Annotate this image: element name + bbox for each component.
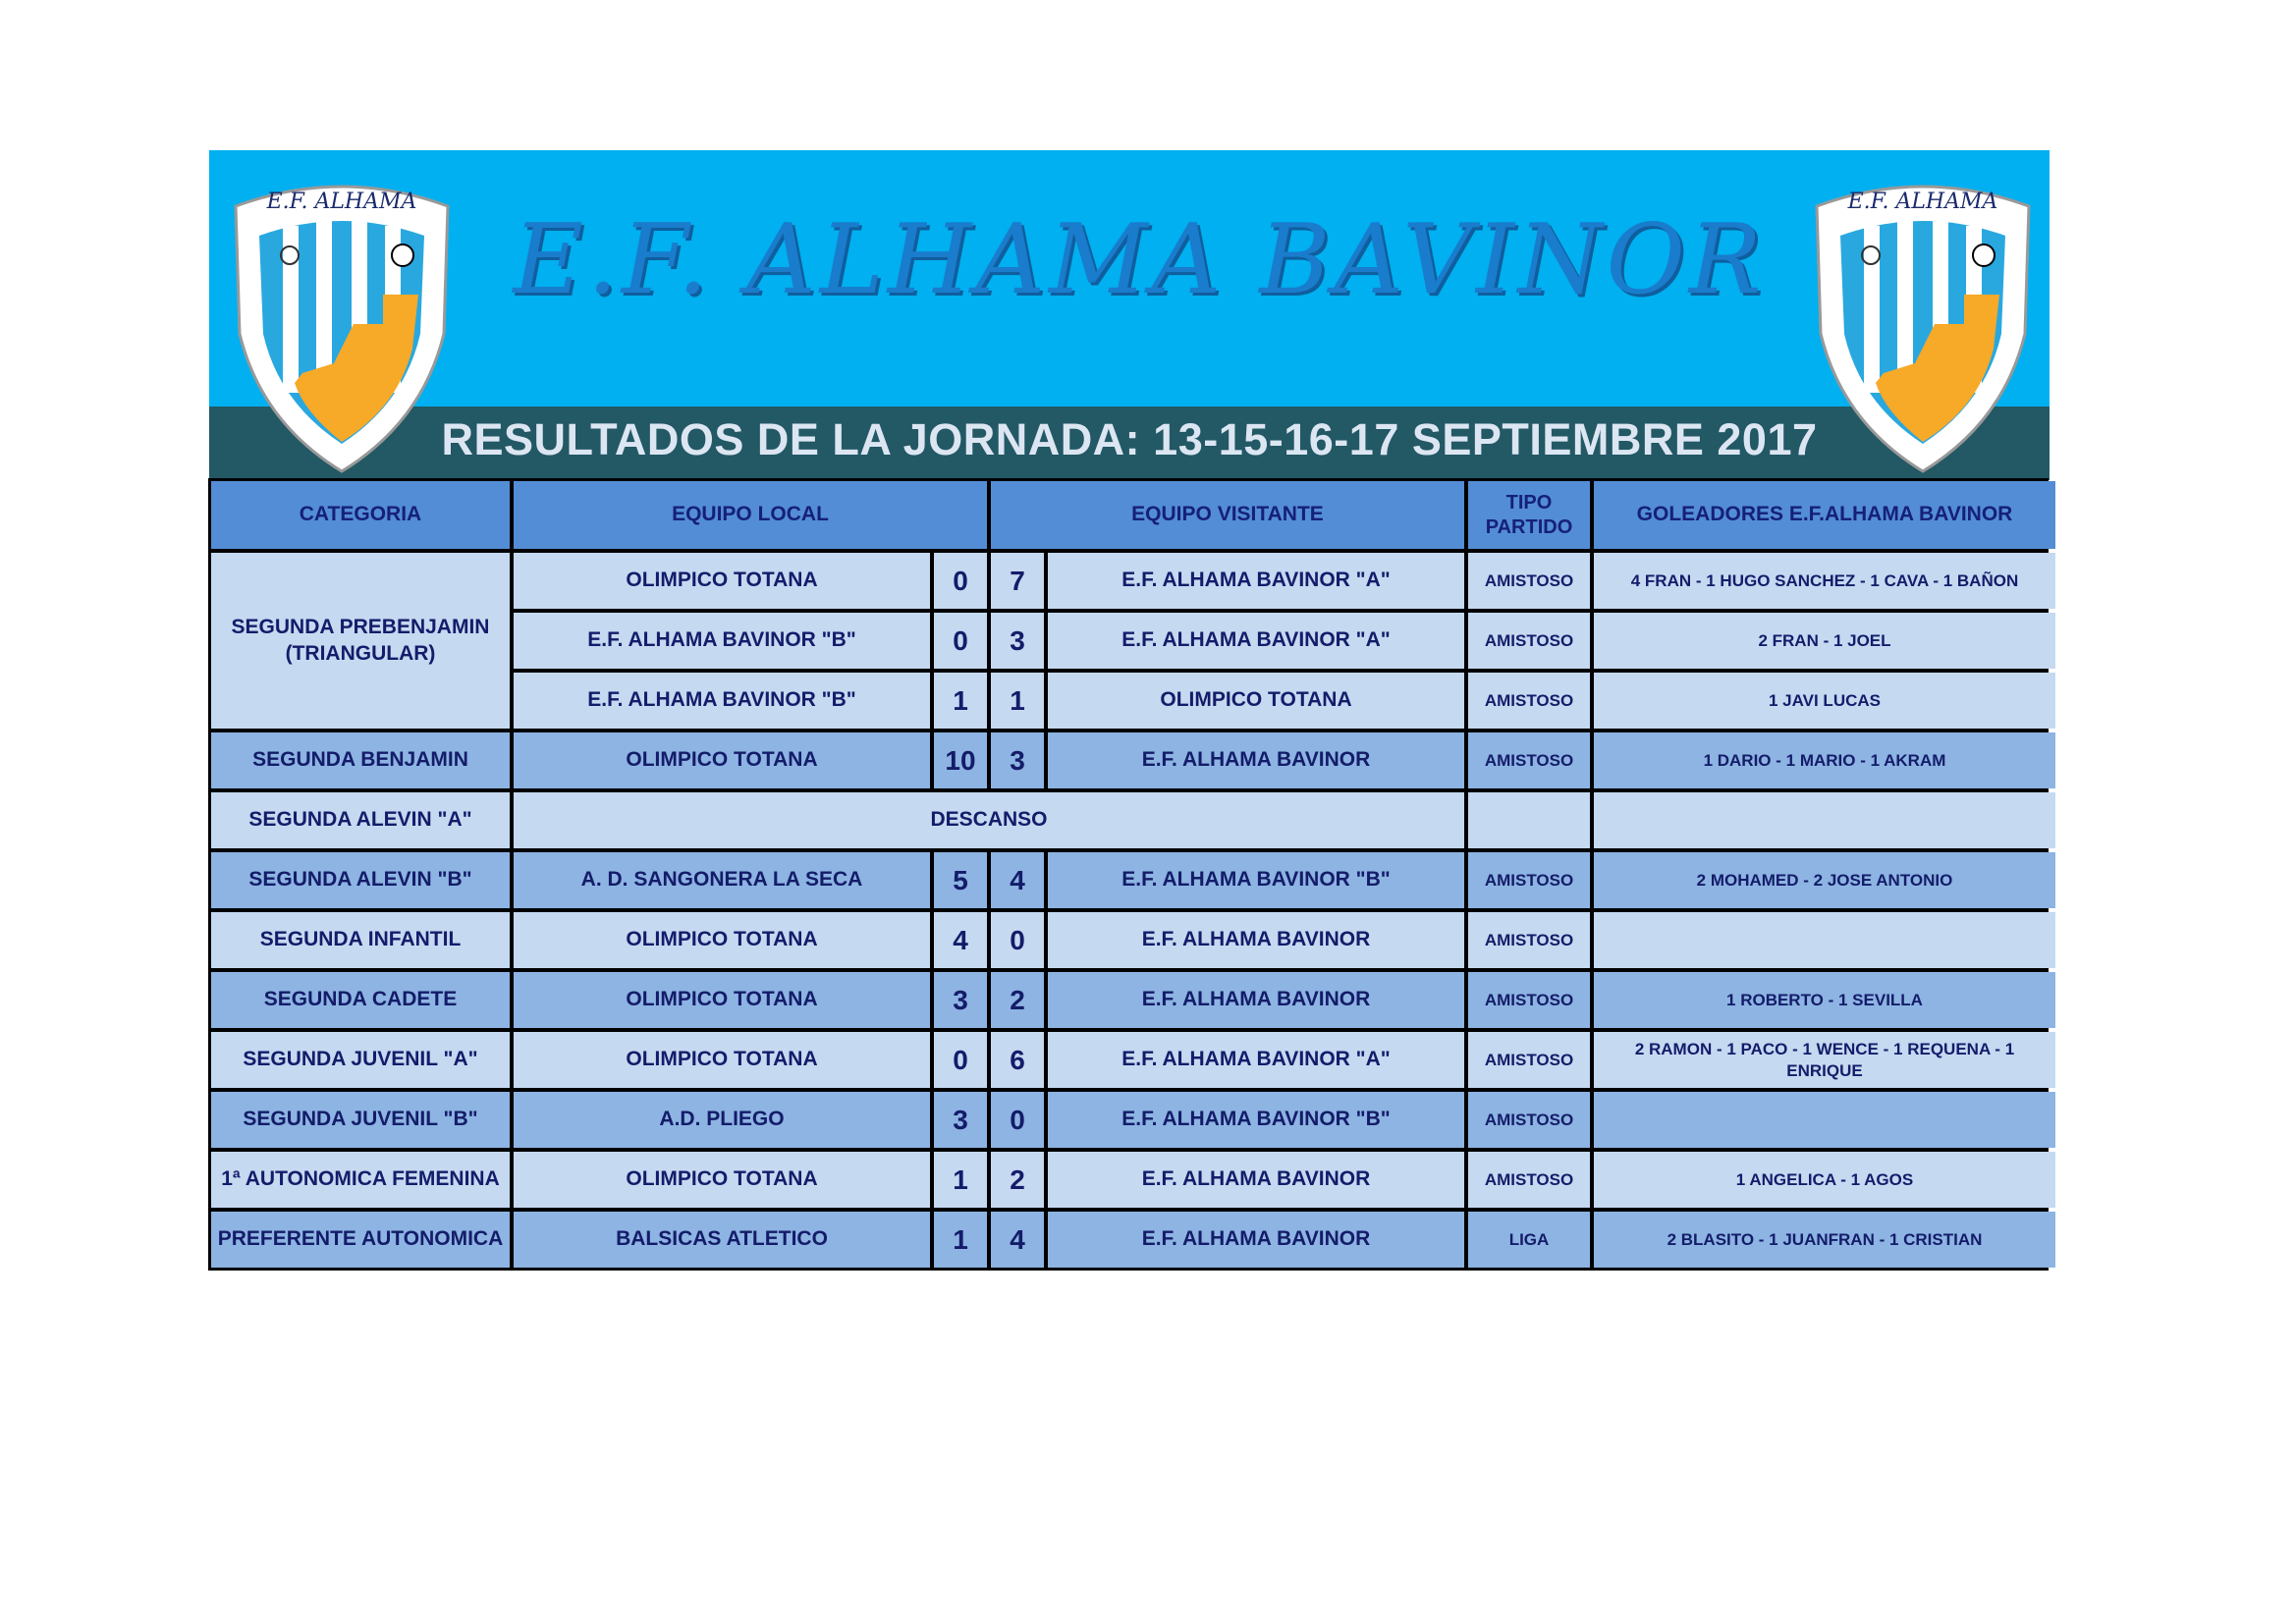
goles-local-cell: 4 [934, 912, 987, 968]
equipo-visitante-cell: E.F. ALHAMA BAVINOR "A" [1048, 553, 1464, 609]
goleadores-cell [1594, 792, 2055, 848]
tipo-partido-cell: AMISTOSO [1468, 553, 1590, 609]
equipo-local-cell: OLIMPICO TOTANA [514, 553, 930, 609]
subtitle-band [209, 406, 2050, 480]
equipo-visitante-cell: OLIMPICO TOTANA [1048, 673, 1464, 729]
equipo-visitante-cell: E.F. ALHAMA BAVINOR [1048, 1212, 1464, 1268]
equipo-visitante-cell: E.F. ALHAMA BAVINOR [1048, 1152, 1464, 1208]
goleadores-cell: 2 BLASITO - 1 JUANFRAN - 1 CRISTIAN [1594, 1212, 2055, 1268]
categoria-cell: SEGUNDA JUVENIL "B" [211, 1092, 510, 1148]
categoria-cell: 1ª AUTONOMICA FEMENINA [211, 1152, 510, 1208]
equipo-visitante-cell: E.F. ALHAMA BAVINOR "A" [1048, 613, 1464, 669]
equipo-local-cell: OLIMPICO TOTANA [514, 1032, 930, 1088]
equipo-local-cell: A. D. SANGONERA LA SECA [514, 852, 930, 908]
goleadores-cell: 4 FRAN - 1 HUGO SANCHEZ - 1 CAVA - 1 BAÑ… [1594, 553, 2055, 609]
categoria-cell: SEGUNDA INFANTIL [211, 912, 510, 968]
equipo-local-cell: BALSICAS ATLETICO [514, 1212, 930, 1268]
goles-local-cell: 1 [934, 673, 987, 729]
equipo-visitante-cell: E.F. ALHAMA BAVINOR [1048, 912, 1464, 968]
tipo-partido-cell: AMISTOSO [1468, 972, 1590, 1028]
goles-visitante-cell: 0 [991, 912, 1044, 968]
goleadores-cell: 2 RAMON - 1 PACO - 1 WENCE - 1 REQUENA -… [1594, 1032, 2055, 1088]
goles-visitante-cell: 0 [991, 1092, 1044, 1148]
page-subtitle: RESULTADOS DE LA JORNADA: 13-15-16-17 SE… [441, 414, 1818, 464]
tipo-partido-cell: AMISTOSO [1468, 912, 1590, 968]
header-goleadores: GOLEADORES E.F.ALHAMA BAVINOR [1594, 481, 2055, 549]
equipo-visitante-cell: E.F. ALHAMA BAVINOR [1048, 972, 1464, 1028]
goles-visitante-cell: 1 [991, 673, 1044, 729]
tipo-partido-cell: AMISTOSO [1468, 1152, 1590, 1208]
equipo-local-cell: OLIMPICO TOTANA [514, 732, 930, 788]
club-crest-logo-right: E.F. ALHAMA [1815, 185, 2031, 473]
categoria-cell: SEGUNDA ALEVIN "A" [211, 792, 510, 848]
crest-lettering: E.F. ALHAMA [266, 189, 417, 214]
goleadores-cell: 1 JAVI LUCAS [1594, 673, 2055, 729]
equipo-local-cell: OLIMPICO TOTANA [514, 912, 930, 968]
equipo-local-cell: E.F. ALHAMA BAVINOR "B" [514, 673, 930, 729]
equipo-local-cell: A.D. PLIEGO [514, 1092, 930, 1148]
goleadores-cell: 1 ROBERTO - 1 SEVILLA [1594, 972, 2055, 1028]
goles-local-cell: 0 [934, 613, 987, 669]
tipo-partido-cell: LIGA [1468, 1212, 1590, 1268]
goles-local-cell: 5 [934, 852, 987, 908]
equipo-visitante-cell: E.F. ALHAMA BAVINOR "A" [1048, 1032, 1464, 1088]
goles-visitante-cell: 4 [991, 1212, 1044, 1268]
equipo-local-cell: E.F. ALHAMA BAVINOR "B" [514, 613, 930, 669]
page-title: E.F. ALHAMA BAVINOR [513, 204, 1766, 316]
categoria-cell: SEGUNDA PREBENJAMIN (TRIANGULAR) [211, 553, 510, 729]
goles-visitante-cell: 3 [991, 613, 1044, 669]
goleadores-cell [1594, 912, 2055, 968]
goleadores-cell: 1 DARIO - 1 MARIO - 1 AKRAM [1594, 732, 2055, 788]
results-table: CATEGORIA EQUIPO LOCAL EQUIPO VISITANTE … [208, 478, 2055, 1271]
goles-visitante-cell: 7 [991, 553, 1044, 609]
categoria-cell: SEGUNDA CADETE [211, 972, 510, 1028]
header-categoria: CATEGORIA [211, 481, 510, 549]
goleadores-cell: 2 FRAN - 1 JOEL [1594, 613, 2055, 669]
goles-local-cell: 10 [934, 732, 987, 788]
crest-lettering: E.F. ALHAMA [1847, 189, 1998, 214]
header-equipo-visitante: EQUIPO VISITANTE [991, 481, 1464, 549]
equipo-visitante-cell: E.F. ALHAMA BAVINOR [1048, 732, 1464, 788]
tipo-partido-cell: AMISTOSO [1468, 673, 1590, 729]
goles-local-cell: 0 [934, 553, 987, 609]
tipo-partido-cell: AMISTOSO [1468, 613, 1590, 669]
goles-visitante-cell: 6 [991, 1032, 1044, 1088]
tipo-partido-cell: AMISTOSO [1468, 732, 1590, 788]
tipo-partido-cell [1468, 792, 1590, 848]
equipo-local-cell: OLIMPICO TOTANA [514, 972, 930, 1028]
club-crest-logo-left: E.F. ALHAMA [234, 185, 450, 473]
categoria-cell: SEGUNDA ALEVIN "B" [211, 852, 510, 908]
equipo-visitante-cell: E.F. ALHAMA BAVINOR "B" [1048, 1092, 1464, 1148]
goleadores-cell [1594, 1092, 2055, 1148]
goles-local-cell: 3 [934, 972, 987, 1028]
equipo-visitante-cell: E.F. ALHAMA BAVINOR "B" [1048, 852, 1464, 908]
categoria-cell: PREFERENTE AUTONOMICA [211, 1212, 510, 1268]
goles-visitante-cell: 2 [991, 972, 1044, 1028]
goles-local-cell: 1 [934, 1212, 987, 1268]
tipo-partido-cell: AMISTOSO [1468, 852, 1590, 908]
tipo-partido-cell: AMISTOSO [1468, 1032, 1590, 1088]
goleadores-cell: 1 ANGELICA - 1 AGOS [1594, 1152, 2055, 1208]
goles-local-cell: 0 [934, 1032, 987, 1088]
goles-visitante-cell: 4 [991, 852, 1044, 908]
descanso-cell: DESCANSO [514, 792, 1464, 848]
goleadores-cell: 2 MOHAMED - 2 JOSE ANTONIO [1594, 852, 2055, 908]
categoria-cell: SEGUNDA JUVENIL "A" [211, 1032, 510, 1088]
categoria-cell: SEGUNDA BENJAMIN [211, 732, 510, 788]
goles-local-cell: 1 [934, 1152, 987, 1208]
header-tipo-partido: TIPO PARTIDO [1468, 481, 1590, 549]
goles-local-cell: 3 [934, 1092, 987, 1148]
goles-visitante-cell: 2 [991, 1152, 1044, 1208]
header-banner [209, 150, 2050, 406]
goles-visitante-cell: 3 [991, 732, 1044, 788]
equipo-local-cell: OLIMPICO TOTANA [514, 1152, 930, 1208]
tipo-partido-cell: AMISTOSO [1468, 1092, 1590, 1148]
header-equipo-local: EQUIPO LOCAL [514, 481, 987, 549]
